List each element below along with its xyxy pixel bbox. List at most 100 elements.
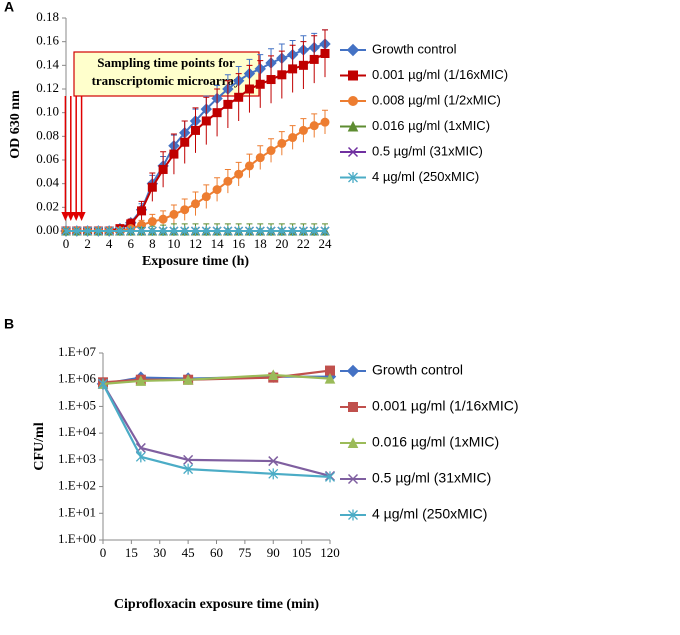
x-tick-label: 6 <box>128 236 135 251</box>
data-point <box>277 138 287 148</box>
data-point <box>147 182 157 192</box>
y-tick-label: 1.E+05 <box>58 397 96 412</box>
legend-label: 0.5 µg/ml (31xMIC) <box>372 143 483 158</box>
data-point <box>267 369 279 381</box>
x-tick-label: 2 <box>84 236 91 251</box>
data-point <box>180 205 190 215</box>
data-point <box>169 209 179 219</box>
data-point <box>191 226 200 236</box>
data-point <box>223 226 233 236</box>
x-tick-label: 20 <box>275 236 288 251</box>
data-point <box>223 176 233 186</box>
data-point <box>135 375 147 386</box>
data-point <box>147 226 157 236</box>
data-point <box>169 226 179 236</box>
data-point <box>255 79 265 89</box>
legend-marker <box>348 70 358 81</box>
data-point <box>191 125 200 135</box>
data-point <box>180 226 190 236</box>
data-point <box>137 226 147 236</box>
data-point <box>244 226 254 236</box>
data-point <box>244 161 254 171</box>
legend-marker <box>347 146 359 158</box>
x-tick-label: 30 <box>153 545 166 560</box>
legend-marker <box>346 364 360 378</box>
y-tick-label: 1.E+03 <box>58 451 96 466</box>
y-axis-label: CFU/ml <box>32 422 47 470</box>
data-point <box>320 226 330 236</box>
panel-label: A <box>4 0 14 15</box>
data-point <box>277 226 287 236</box>
y-tick-label: 0.16 <box>36 33 59 48</box>
data-point <box>223 99 233 109</box>
annotation-text: transcriptomic microarray <box>92 73 241 88</box>
legend-marker <box>348 402 358 412</box>
data-point <box>98 378 108 390</box>
data-point <box>201 116 211 126</box>
data-point <box>201 192 211 202</box>
legend-label: 0.001 µg/ml (1/16xMIC) <box>372 67 508 82</box>
panel-label: B <box>4 316 14 332</box>
legend-marker <box>348 96 358 106</box>
data-point <box>268 456 279 467</box>
data-point <box>61 226 71 236</box>
data-point <box>309 54 319 64</box>
data-point <box>182 374 194 385</box>
legend-label: 0.008 µg/ml (1/2xMIC) <box>372 92 501 107</box>
legend-marker <box>347 437 359 448</box>
legend-label: 4 µg/ml (250xMIC) <box>372 169 479 184</box>
legend-marker <box>348 172 358 183</box>
y-axis-label: OD 630 nm <box>8 90 23 159</box>
data-point <box>268 468 279 480</box>
annotation-arrowhead <box>77 212 86 221</box>
y-tick-label: 0.08 <box>36 127 59 142</box>
x-tick-label: 16 <box>232 236 246 251</box>
data-point <box>255 153 265 163</box>
x-tick-label: 10 <box>167 236 180 251</box>
x-tick-label: 22 <box>297 236 310 251</box>
series-line <box>102 383 331 479</box>
y-tick-label: 1.E+01 <box>58 504 96 519</box>
data-point <box>325 471 335 483</box>
data-point <box>158 214 168 224</box>
data-point <box>266 226 276 236</box>
legend-label: 0.001 µg/ml (1/16xMIC) <box>372 398 519 414</box>
legend-label: 0.016 µg/ml (1xMIC) <box>372 118 490 133</box>
data-point <box>169 149 179 159</box>
x-tick-label: 75 <box>238 545 251 560</box>
legend-marker <box>348 509 358 521</box>
data-point <box>234 92 244 102</box>
data-point <box>191 199 200 209</box>
x-tick-label: 45 <box>182 545 195 560</box>
legend-label: 4 µg/ml (250xMIC) <box>372 506 487 522</box>
data-point <box>298 226 308 236</box>
data-point <box>266 146 276 156</box>
x-tick-label: 0 <box>100 545 107 560</box>
series-line <box>102 383 331 478</box>
x-tick-label: 4 <box>106 236 113 251</box>
data-point <box>126 226 136 236</box>
legend-marker <box>347 473 359 485</box>
data-point <box>212 185 222 195</box>
data-point <box>212 226 222 236</box>
data-point <box>147 217 157 227</box>
data-point <box>83 226 93 236</box>
legend-marker <box>346 43 360 57</box>
data-point <box>93 226 103 236</box>
x-tick-label: 15 <box>125 545 138 560</box>
data-point <box>158 226 168 236</box>
y-tick-label: 1.E+06 <box>58 371 97 386</box>
x-tick-label: 60 <box>210 545 223 560</box>
data-point <box>244 84 254 94</box>
data-point <box>137 206 147 216</box>
data-point <box>72 226 82 236</box>
legend-label: 0.016 µg/ml (1xMIC) <box>372 434 499 450</box>
data-point <box>115 226 125 236</box>
y-tick-label: 0.14 <box>36 56 59 71</box>
x-tick-label: 18 <box>254 236 267 251</box>
data-point <box>309 121 319 131</box>
data-point <box>104 226 114 236</box>
legend-label: Growth control <box>372 41 457 56</box>
data-point <box>255 226 265 236</box>
data-point <box>234 169 244 179</box>
